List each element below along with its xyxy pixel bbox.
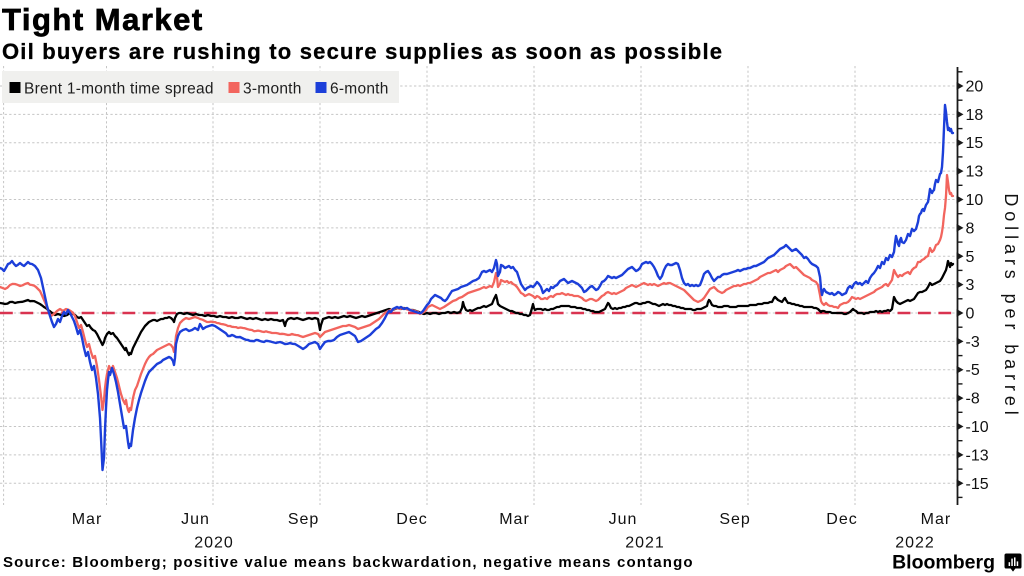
- svg-text:3-month: 3-month: [243, 81, 302, 98]
- svg-text:Sep: Sep: [719, 511, 750, 528]
- svg-text:Jun: Jun: [181, 511, 210, 528]
- svg-text:Jun: Jun: [609, 511, 638, 528]
- svg-text:Mar: Mar: [921, 511, 952, 528]
- svg-text:8: 8: [966, 220, 975, 237]
- svg-text:13: 13: [966, 164, 984, 181]
- svg-text:5: 5: [966, 249, 975, 266]
- svg-text:-3: -3: [966, 334, 980, 351]
- svg-text:Mar: Mar: [72, 511, 103, 528]
- svg-text:-5: -5: [966, 362, 980, 379]
- svg-text:Dollars per barrel: Dollars per barrel: [1001, 193, 1021, 419]
- svg-text:Sep: Sep: [288, 511, 319, 528]
- svg-text:-15: -15: [966, 476, 989, 493]
- svg-text:0: 0: [966, 306, 975, 323]
- svg-text:2021: 2021: [625, 535, 665, 552]
- svg-text:Dec: Dec: [826, 511, 857, 528]
- svg-text:-8: -8: [966, 391, 980, 408]
- svg-text:20: 20: [966, 79, 984, 96]
- svg-text:Bloomberg: Bloomberg: [892, 552, 995, 574]
- svg-text:3: 3: [966, 277, 975, 294]
- svg-text:6-month: 6-month: [330, 81, 389, 98]
- svg-text:Dec: Dec: [396, 511, 427, 528]
- svg-text:2022: 2022: [895, 535, 935, 552]
- svg-text:Brent 1-month time spread: Brent 1-month time spread: [24, 81, 214, 98]
- svg-text:2020: 2020: [194, 535, 234, 552]
- svg-text:Source: Bloomberg; positive va: Source: Bloomberg; positive value means …: [3, 554, 694, 571]
- svg-text:15: 15: [966, 135, 984, 152]
- svg-text:Mar: Mar: [499, 511, 530, 528]
- svg-text:-10: -10: [966, 419, 989, 436]
- svg-text:-13: -13: [966, 447, 989, 464]
- svg-text:18: 18: [966, 107, 984, 124]
- svg-text:10: 10: [966, 192, 984, 209]
